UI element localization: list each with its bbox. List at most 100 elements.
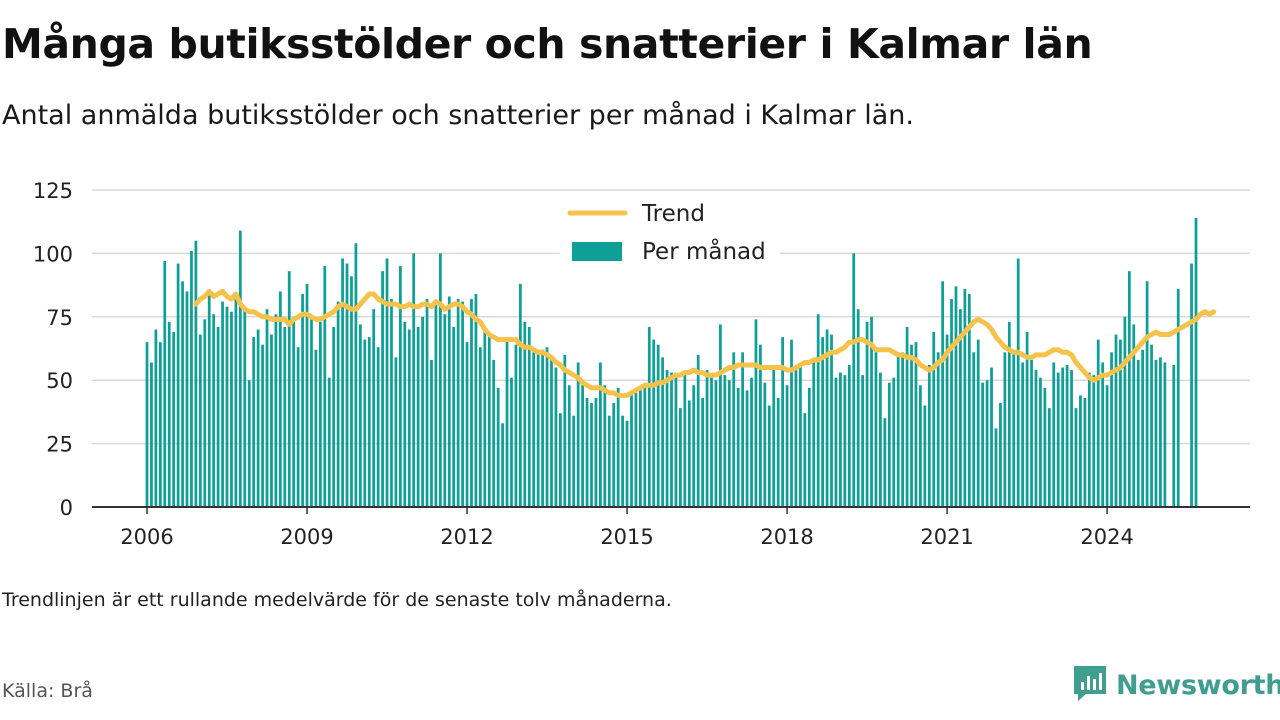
bar <box>594 397 598 507</box>
bar <box>305 283 309 507</box>
bar <box>736 387 740 507</box>
bar <box>1003 352 1007 507</box>
bar <box>332 326 336 507</box>
bar <box>852 253 856 507</box>
bar <box>830 334 833 507</box>
bar <box>314 349 318 507</box>
bar <box>976 339 980 507</box>
bar <box>963 288 967 507</box>
bar <box>799 362 802 507</box>
bar <box>514 344 518 507</box>
bar <box>398 266 402 507</box>
bar <box>545 347 549 507</box>
x-tick-label: 2021 <box>920 525 973 549</box>
bar <box>936 352 940 507</box>
bar <box>358 324 362 507</box>
bar <box>630 390 633 507</box>
bar-series-per-manad <box>145 217 1198 508</box>
bar <box>425 299 429 507</box>
bar <box>874 352 878 507</box>
bar <box>750 377 753 507</box>
bar <box>243 309 247 507</box>
bar <box>1172 364 1176 507</box>
bar <box>198 334 202 507</box>
y-tick-label: 50 <box>46 369 73 393</box>
bar <box>1065 364 1069 507</box>
bar <box>763 382 767 507</box>
chart-subtitle: Antal anmälda butiksstölder och snatteri… <box>2 100 914 131</box>
bar <box>674 372 678 507</box>
bar <box>705 370 709 507</box>
bar <box>585 397 589 507</box>
bar <box>994 428 998 507</box>
y-tick-label: 75 <box>46 306 73 330</box>
trend-footnote: Trendlinjen är ett rullande medelvärde f… <box>2 589 672 611</box>
bar <box>1061 367 1065 507</box>
bar <box>1092 375 1096 507</box>
bar <box>567 385 571 507</box>
newsworthy-brand[interactable]: Newsworthy <box>1072 664 1280 706</box>
bar <box>1159 357 1162 507</box>
bar <box>238 230 242 508</box>
bar <box>336 301 340 507</box>
bar <box>421 316 424 507</box>
bar <box>1052 362 1056 507</box>
bar <box>914 342 918 507</box>
bar <box>754 319 758 507</box>
bar <box>390 299 393 507</box>
bar <box>1105 385 1109 507</box>
bar <box>558 413 562 507</box>
bar <box>612 403 616 507</box>
bar <box>656 344 660 507</box>
bar <box>923 405 927 507</box>
bar <box>727 380 731 507</box>
bar <box>541 349 544 507</box>
bar <box>856 309 860 507</box>
bar <box>1141 349 1145 507</box>
bar <box>430 359 433 507</box>
bar <box>318 321 322 507</box>
bar <box>1154 359 1158 507</box>
bar <box>910 344 913 507</box>
bar <box>732 352 736 507</box>
bar <box>1101 362 1105 507</box>
bar <box>292 321 296 507</box>
bar <box>532 352 536 507</box>
bar <box>950 299 953 507</box>
bar <box>652 339 656 507</box>
bar <box>1007 321 1011 507</box>
bar <box>785 385 789 507</box>
bar <box>1136 359 1140 507</box>
bar <box>576 362 580 507</box>
bar <box>247 380 251 507</box>
bar <box>572 415 576 507</box>
bar <box>999 403 1002 507</box>
bar <box>1087 372 1091 507</box>
bar <box>461 301 464 507</box>
bar <box>510 377 513 507</box>
bar <box>216 326 220 507</box>
bar <box>434 304 438 507</box>
bar <box>225 306 229 507</box>
bar <box>967 293 971 507</box>
bar <box>825 329 829 507</box>
bar <box>781 337 785 507</box>
bar <box>1123 316 1127 507</box>
bar <box>901 352 905 507</box>
bar <box>1110 352 1113 507</box>
axes: 0 25 50 75 100 125 2006 2009 2012 2015 2018 2021 202… <box>33 179 1250 549</box>
bar <box>692 385 696 507</box>
bar <box>287 271 291 507</box>
bar <box>1194 217 1198 507</box>
bar <box>550 357 553 507</box>
bar <box>607 415 611 507</box>
bar <box>363 339 367 507</box>
bar <box>563 354 567 507</box>
bar <box>301 293 304 507</box>
y-tick-label: 125 <box>33 179 73 203</box>
bar <box>941 281 945 507</box>
bar <box>759 344 762 507</box>
y-tick-label: 25 <box>46 433 73 457</box>
bar <box>954 286 958 507</box>
bar <box>527 326 531 507</box>
